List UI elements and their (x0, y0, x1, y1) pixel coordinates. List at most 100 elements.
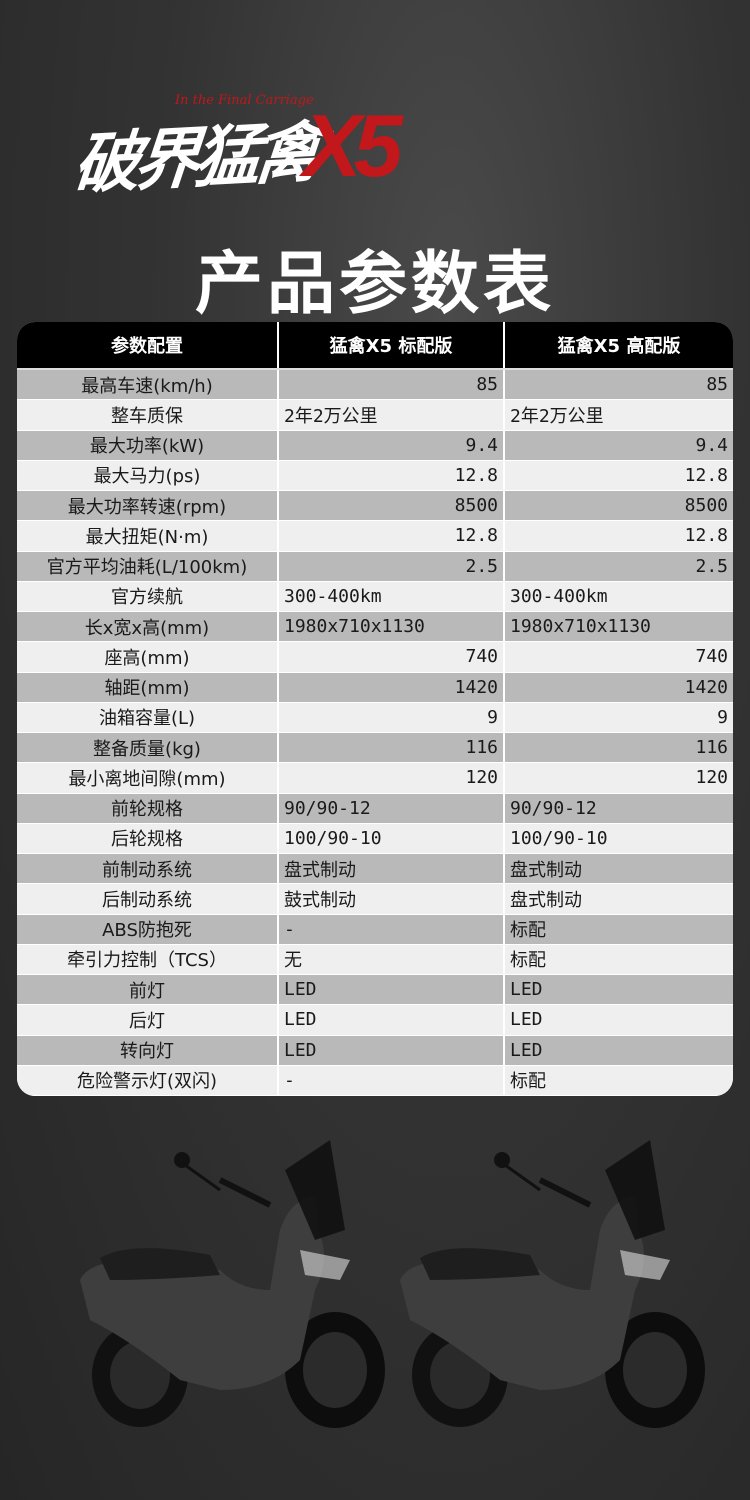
table-row: ABS防抱死 - 标配 (17, 914, 733, 945)
logo-text: 破界猛禽 (70, 113, 319, 204)
param-name: 前制动系统 (17, 854, 279, 884)
param-name: 转向灯 (17, 1035, 279, 1065)
standard-value: 1980x710x1130 (279, 612, 505, 642)
premium-value: 盘式制动 (510, 889, 582, 911)
table-row: 座高(mm) 740 740 (17, 642, 733, 673)
table-header: 参数配置 猛禽X5 标配版 猛禽X5 高配版 (17, 322, 733, 370)
standard-value: 鼓式制动 (279, 884, 505, 914)
logo-script: In the Final Carriage (175, 93, 314, 108)
premium-value: 100/90-10 (510, 827, 608, 849)
standard-value: 12.8 (279, 521, 505, 551)
param-name: 后制动系统 (17, 884, 279, 914)
premium-value: 9.4 (695, 434, 728, 456)
standard-value: 120 (279, 763, 505, 793)
premium-value: 标配 (510, 950, 546, 972)
scooter-images (0, 1130, 750, 1470)
scooter-premium-image (400, 1140, 705, 1428)
premium-value: 8500 (684, 495, 728, 517)
standard-value: 90/90-12 (279, 793, 505, 823)
table-row: 转向灯 LED LED (17, 1035, 733, 1066)
standard-value: 100/90-10 (279, 823, 505, 853)
premium-value: LED (510, 1039, 543, 1061)
premium-value: 740 (695, 646, 728, 668)
standard-value: 9 (279, 702, 505, 732)
standard-value: 740 (279, 642, 505, 672)
standard-value: - (279, 1065, 505, 1095)
standard-value: 12.8 (279, 460, 505, 490)
standard-value: 2年2万公里 (279, 400, 505, 430)
premium-value: 12.8 (684, 525, 728, 547)
table-row: 轴距(mm) 1420 1420 (17, 672, 733, 703)
premium-value: 标配 (510, 1071, 546, 1093)
param-name: 最高车速(km/h) (17, 370, 279, 400)
table-row: 最大扭矩(N·m) 12.8 12.8 (17, 521, 733, 552)
table-row: 长x宽x高(mm) 1980x710x1130 1980x710x1130 (17, 612, 733, 643)
table-row: 官方续航 300-400km 300-400km (17, 581, 733, 612)
premium-value: 1420 (684, 676, 728, 698)
premium-value: 盘式制动 (510, 859, 582, 881)
premium-value: LED (510, 979, 543, 1001)
table-row: 后轮规格 100/90-10 100/90-10 (17, 823, 733, 854)
premium-value: 85 (706, 374, 728, 396)
param-name: 整车质保 (17, 400, 279, 430)
table-row: 危险警示灯(双闪) - 标配 (17, 1065, 733, 1096)
standard-value: LED (279, 1005, 505, 1035)
param-name: 整备质量(kg) (17, 733, 279, 763)
table-row: 牵引力控制（TCS）无标配 (17, 944, 733, 975)
param-name: 最大功率转速(rpm) (17, 491, 279, 521)
standard-value: 300-400km (279, 581, 505, 611)
standard-value: LED (279, 975, 505, 1005)
standard-value: - (279, 914, 505, 944)
param-name: 前轮规格 (17, 793, 279, 823)
table-row: 最小离地间隙(mm) 120 120 (17, 763, 733, 794)
header-cell: 参数配置 (17, 322, 279, 368)
premium-value: 90/90-12 (510, 797, 597, 819)
premium-value: 12.8 (684, 464, 728, 486)
table-row: 最大马力(ps) 12.8 12.8 (17, 460, 733, 491)
table-row: 前制动系统 盘式制动 盘式制动 (17, 854, 733, 885)
table-row: 最高车速(km/h) 85 85 (17, 370, 733, 401)
standard-value: LED (279, 1035, 505, 1065)
param-name: 危险警示灯(双闪) (17, 1065, 279, 1095)
param-name: 最大扭矩(N·m) (17, 521, 279, 551)
standard-value: 盘式制动 (279, 854, 505, 884)
premium-value: 116 (695, 737, 728, 759)
premium-value: 1980x710x1130 (510, 616, 651, 638)
page-title: 产品参数表 (194, 245, 555, 324)
param-name: 最小离地间隙(mm) (17, 763, 279, 793)
premium-value: 120 (695, 767, 728, 789)
header-cell: 猛禽X5 高配版 (557, 336, 681, 357)
param-name: 最大功率(kW) (17, 430, 279, 460)
standard-value: 9.4 (279, 430, 505, 460)
table-row: 官方平均油耗(L/100km) 2.5 2.5 (17, 551, 733, 582)
premium-value: 300-400km (510, 585, 608, 607)
param-name: 牵引力控制（TCS） (17, 944, 279, 974)
standard-value: 2.5 (279, 551, 505, 581)
premium-value: 2年2万公里 (510, 405, 604, 427)
table-row: 前灯 LED LED (17, 975, 733, 1006)
brand-logo: In the Final Carriage 破界猛禽 X5 (70, 93, 403, 203)
standard-value: 无 (279, 944, 505, 974)
premium-value: LED (510, 1009, 543, 1031)
table-row: 最大功率转速(rpm) 8500 8500 (17, 491, 733, 522)
param-name: 官方平均油耗(L/100km) (17, 551, 279, 581)
scooter-standard-image (80, 1140, 385, 1428)
table-row: 油箱容量(L) 9 9 (17, 702, 733, 733)
param-name: 后轮规格 (17, 823, 279, 853)
standard-value: 85 (279, 370, 505, 400)
table-row: 整备质量(kg) 116 116 (17, 733, 733, 764)
param-name: 前灯 (17, 975, 279, 1005)
standard-value: 8500 (279, 491, 505, 521)
param-name: 油箱容量(L) (17, 702, 279, 732)
header-cell: 猛禽X5 标配版 (279, 322, 505, 368)
logo-model: X5 (303, 96, 403, 195)
param-name: 座高(mm) (17, 642, 279, 672)
table-row: 后制动系统 鼓式制动 盘式制动 (17, 884, 733, 915)
table-row: 整车质保 2年2万公里 2年2万公里 (17, 400, 733, 431)
param-name: 轴距(mm) (17, 672, 279, 702)
table-row: 最大功率(kW) 9.4 9.4 (17, 430, 733, 461)
table-row: 前轮规格 90/90-12 90/90-12 (17, 793, 733, 824)
param-name: 最大马力(ps) (17, 460, 279, 490)
param-name: 长x宽x高(mm) (17, 612, 279, 642)
table-row: 后灯 LED LED (17, 1005, 733, 1036)
